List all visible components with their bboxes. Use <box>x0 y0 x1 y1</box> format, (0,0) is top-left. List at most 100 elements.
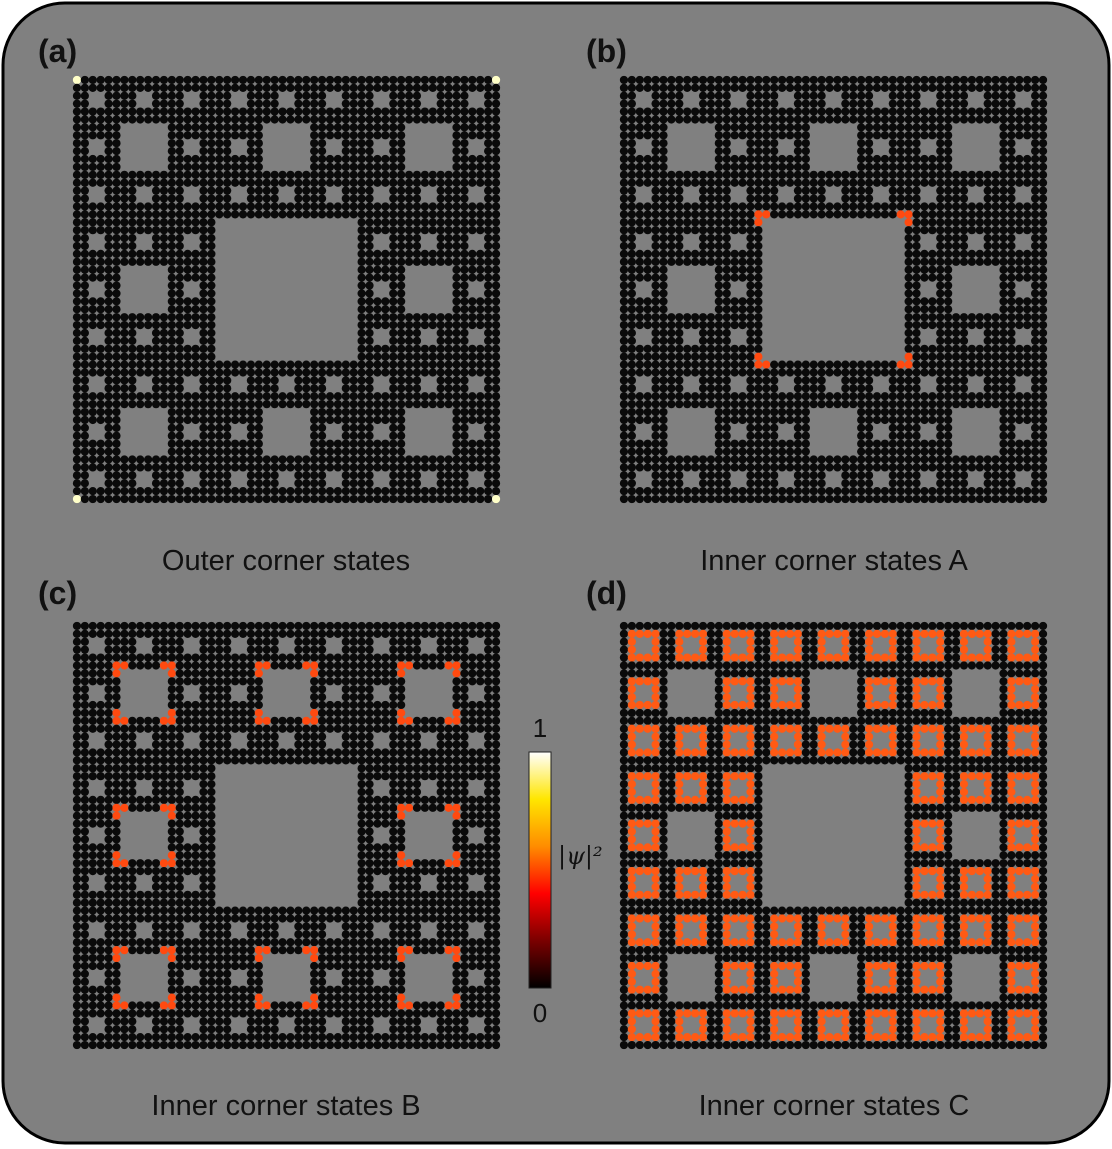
lattice-site <box>397 139 406 148</box>
lattice-site <box>999 415 1008 425</box>
lattice-site <box>246 83 256 92</box>
lattice-site <box>294 368 303 377</box>
lattice-site <box>238 1001 248 1010</box>
lattice-site <box>191 1009 200 1018</box>
lattice-site <box>80 265 89 274</box>
lattice-site <box>730 273 739 282</box>
lattice-site <box>381 249 390 259</box>
lattice-site <box>151 874 161 884</box>
lattice-site <box>1031 281 1040 290</box>
lattice-site <box>207 162 216 172</box>
lattice-site <box>888 494 897 504</box>
lattice-site <box>389 83 398 92</box>
lattice-site <box>128 241 137 251</box>
lattice-site <box>365 83 374 92</box>
lattice-site <box>72 83 82 92</box>
lattice-site <box>333 400 343 409</box>
lattice-site <box>207 170 216 179</box>
lattice-site <box>191 210 200 219</box>
lattice-site <box>801 162 810 172</box>
lattice-site <box>698 320 708 330</box>
lattice-site <box>817 392 826 401</box>
lattice-site <box>175 479 184 488</box>
lattice-site <box>951 107 961 116</box>
lattice-site <box>357 494 366 504</box>
lattice-site <box>80 764 89 773</box>
lattice-site <box>310 170 319 179</box>
lattice-site <box>207 447 216 456</box>
lattice-site <box>317 368 327 377</box>
lattice-site <box>373 75 382 85</box>
lattice-site <box>80 154 89 164</box>
lattice-site <box>730 494 739 504</box>
lattice-site <box>468 265 477 274</box>
lattice-site <box>627 447 636 456</box>
lattice-site <box>793 194 803 203</box>
lattice-site <box>381 154 390 164</box>
lattice-site <box>770 83 779 92</box>
lattice-site <box>476 392 485 401</box>
lattice-site <box>491 463 501 472</box>
lattice-site <box>365 123 374 132</box>
lattice-site <box>412 479 422 488</box>
lattice-site <box>754 455 763 464</box>
lattice-site <box>675 83 684 92</box>
lattice-site <box>151 779 161 789</box>
lattice-site <box>872 447 882 456</box>
lattice-site <box>951 471 961 480</box>
lattice-site <box>286 178 295 187</box>
lattice-site <box>262 194 271 203</box>
lattice-site <box>975 494 984 504</box>
lattice-site <box>72 795 82 805</box>
lattice-site <box>444 336 453 346</box>
lattice-site <box>714 384 723 393</box>
lattice-site <box>175 265 184 274</box>
lattice-site <box>254 115 263 124</box>
lattice-site <box>491 487 501 496</box>
lattice-site <box>215 154 224 164</box>
lattice-site <box>175 629 184 638</box>
lattice-site <box>999 226 1008 235</box>
lattice-site <box>404 368 414 377</box>
lattice-site <box>999 328 1008 338</box>
lattice-site <box>1038 99 1048 108</box>
lattice-site <box>651 431 660 440</box>
lattice-site <box>484 233 493 243</box>
lattice-site <box>436 83 445 92</box>
lattice-site <box>151 400 161 409</box>
lattice-site <box>912 210 921 219</box>
lattice-site <box>420 320 429 330</box>
lattice-site <box>936 431 945 440</box>
lattice-site <box>286 210 295 219</box>
lattice-site <box>88 257 97 266</box>
lattice-site <box>207 123 216 132</box>
lattice-site <box>1007 91 1016 100</box>
lattice-site <box>849 75 858 85</box>
lattice-site <box>452 210 461 219</box>
lattice-site <box>967 202 976 211</box>
lattice-site <box>714 75 723 85</box>
lattice-site <box>896 360 905 369</box>
lattice-site <box>857 139 866 148</box>
lattice-site <box>270 376 279 385</box>
lattice-site <box>365 75 374 85</box>
lattice-site <box>635 265 644 274</box>
lattice-site <box>357 431 366 440</box>
lattice-site <box>365 415 374 425</box>
lattice-site <box>175 202 184 211</box>
lattice-site <box>627 352 636 361</box>
lattice-site <box>167 352 176 361</box>
lattice-site <box>397 265 406 274</box>
lattice-site <box>373 455 382 464</box>
lattice-site <box>151 1009 161 1018</box>
lattice-site <box>691 463 700 472</box>
lattice-site <box>397 328 406 338</box>
lattice-site <box>104 677 113 686</box>
lattice-site <box>643 249 652 259</box>
lattice-site <box>920 297 929 306</box>
lattice-site <box>88 494 97 504</box>
lattice-site <box>262 360 271 369</box>
lattice-site <box>428 344 437 353</box>
lattice-site <box>730 257 739 266</box>
lattice-site <box>207 194 216 203</box>
